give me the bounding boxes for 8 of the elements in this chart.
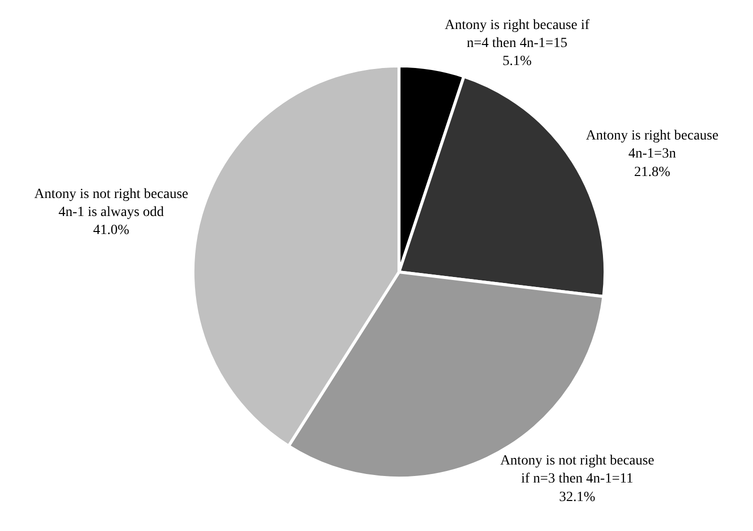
data-label: 41.0%	[93, 223, 130, 238]
slice-label: Antony is right because 4n-1=3n	[586, 128, 718, 162]
data-label: 21.8%	[634, 164, 671, 180]
slice-label: Antony is not right because 4n-1 is always odd	[34, 186, 188, 220]
data-label: 32.1%	[559, 490, 596, 505]
data-label: 5.1%	[502, 54, 532, 70]
slice-label: Antony is not right because if n=3 then 4n-1=11	[500, 453, 654, 487]
slice-label: Antony is right because if n=4 then 4n-1=15	[444, 18, 590, 51]
